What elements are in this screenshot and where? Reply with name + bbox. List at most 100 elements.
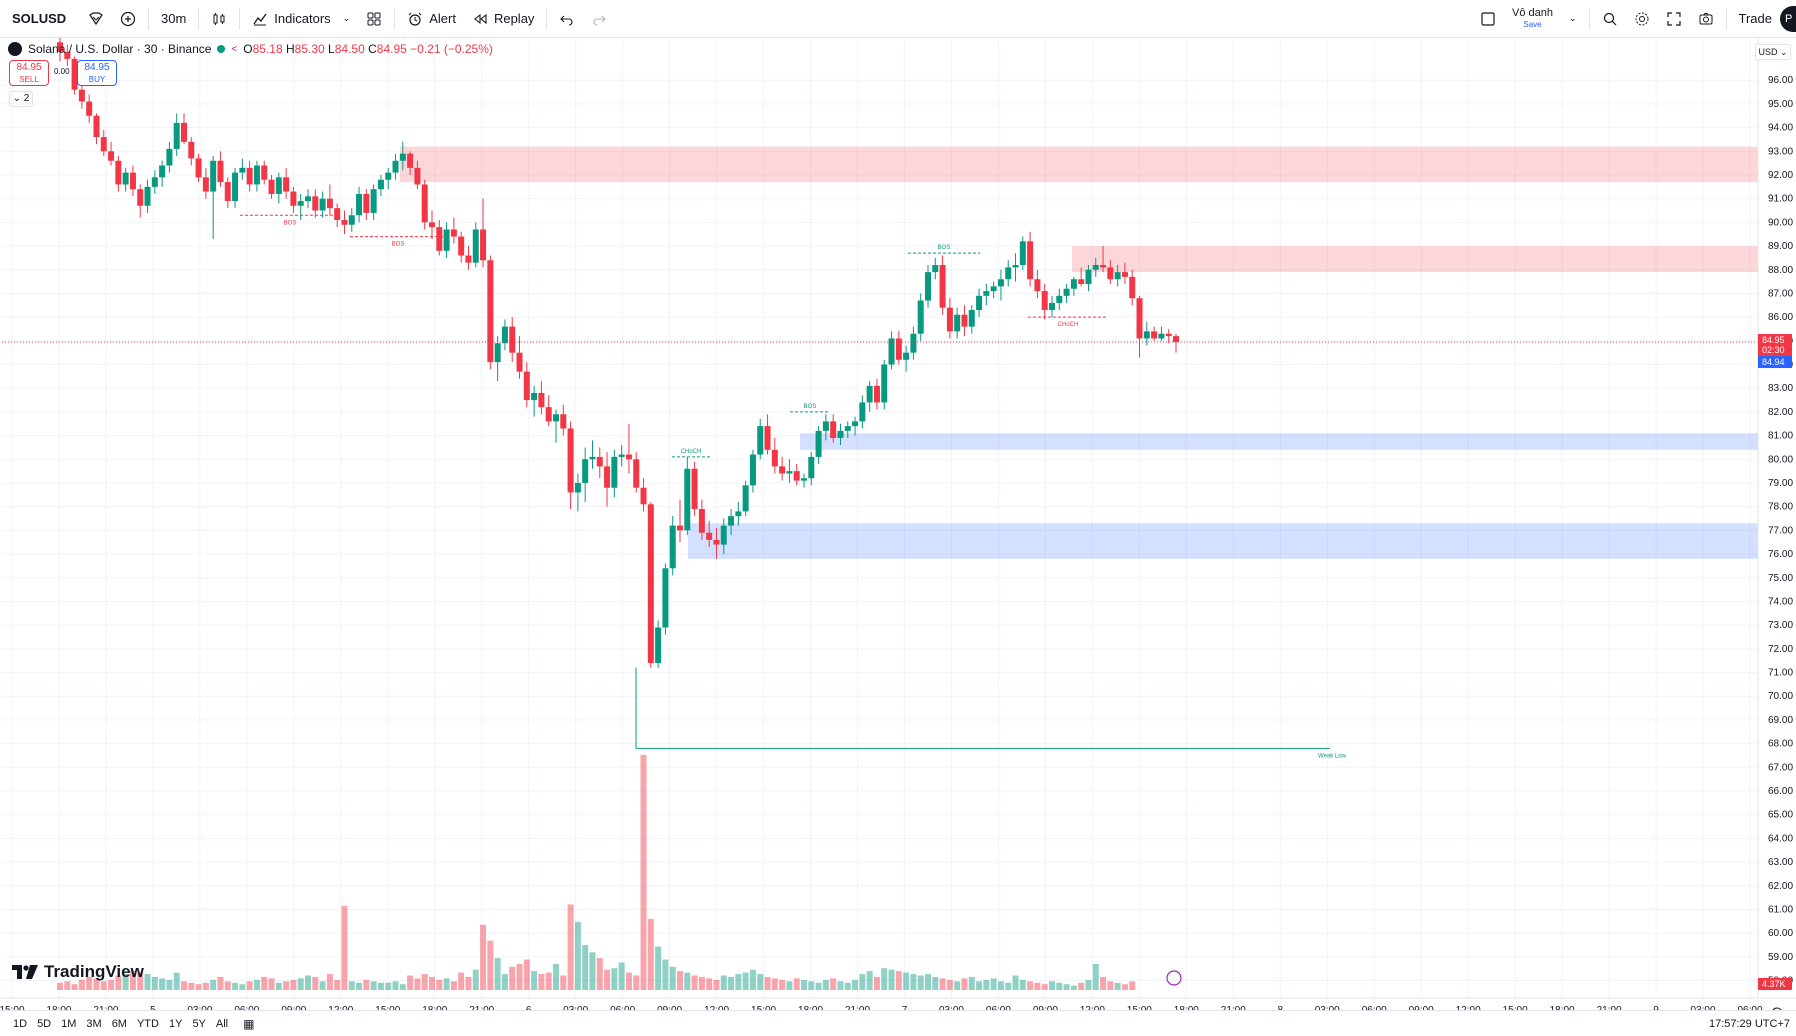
range-button-5y[interactable]: 5Y	[192, 1017, 206, 1030]
candle-body	[976, 295, 983, 311]
volume-bar	[487, 940, 494, 990]
candle-body	[421, 184, 428, 223]
volume-bar	[516, 963, 523, 990]
candle-body	[480, 229, 487, 261]
date-range-calendar-icon[interactable]: ▦	[243, 1016, 255, 1031]
quick-search-icon[interactable]	[1594, 5, 1626, 33]
volume-bar	[939, 978, 946, 990]
sell-button[interactable]: 84.95 SELL	[9, 60, 49, 86]
volume-bar	[443, 978, 450, 990]
volume-bar	[582, 945, 589, 990]
range-button-6m[interactable]: 6M	[111, 1017, 127, 1030]
candle-body	[151, 177, 158, 187]
indicators-collapse-button[interactable]: ⌄ 2	[9, 91, 33, 107]
layout-checkbox-icon[interactable]	[1472, 5, 1504, 33]
volume-bar	[122, 974, 129, 990]
collapse-count: 2	[23, 93, 30, 104]
candle-body	[268, 179, 275, 194]
volume-bar	[312, 976, 319, 990]
chart-area[interactable]: BOS BOS CHoCH BOS BOS CHoCH Weak Low 96.00 95.00…	[0, 38, 1796, 1036]
candle-body	[1070, 279, 1077, 289]
volume-bar	[574, 921, 581, 990]
range-button-1y[interactable]: 1Y	[168, 1017, 183, 1030]
volume-bar	[246, 981, 253, 990]
indicators-label: Indicators	[274, 11, 331, 26]
volume-bar	[749, 969, 756, 990]
chart-type-icon[interactable]	[203, 5, 235, 33]
clock[interactable]: 17:57:29 UTC+7	[1708, 1017, 1790, 1030]
volume-bar	[830, 978, 837, 990]
candle-body	[319, 198, 326, 211]
interval-selector[interactable]: 30m	[153, 5, 194, 33]
range-button-ytd[interactable]: YTD	[136, 1017, 159, 1030]
structure-label: BOS	[284, 220, 297, 226]
volume-bar	[1034, 982, 1041, 990]
candle-body	[100, 137, 107, 152]
price-chart[interactable]: BOS BOS CHoCH BOS BOS CHoCH Weak Low 96.00 95.00…	[0, 38, 1796, 1036]
candle-body	[1136, 298, 1143, 339]
volume-bar	[173, 972, 180, 990]
volume-bar	[633, 975, 640, 990]
price-tick-label: 69.00	[1768, 715, 1793, 726]
candle-body	[1114, 272, 1121, 280]
range-button-5d[interactable]: 5D	[37, 1017, 52, 1030]
candle-body	[633, 459, 640, 488]
price-tick-label: 96.00	[1768, 75, 1793, 86]
fullscreen-icon[interactable]	[1658, 5, 1690, 33]
volume-bar	[647, 918, 654, 990]
camera-icon[interactable]	[1690, 5, 1722, 33]
layouts-icon[interactable]	[358, 5, 390, 33]
share-icon[interactable]: <	[231, 43, 238, 55]
candle-body	[1005, 267, 1012, 280]
buy-button[interactable]: 84.95 BUY	[77, 60, 117, 86]
candle-body	[961, 314, 968, 327]
volume-bar	[399, 984, 406, 990]
alert-button[interactable]: Alert	[399, 5, 464, 33]
volume-bar	[392, 981, 399, 990]
range-button-1m[interactable]: 1M	[61, 1017, 77, 1030]
chevron-down-icon[interactable]: ⌄	[1568, 13, 1577, 23]
symbol-search[interactable]: SOLUSD	[4, 5, 80, 33]
candle-body	[655, 627, 662, 664]
currency-selector[interactable]: USD ⌄	[1755, 44, 1791, 60]
candle-body	[582, 459, 589, 483]
add-symbol-icon[interactable]	[112, 5, 144, 33]
candle-body	[122, 172, 129, 185]
chevron-down-icon[interactable]: ⌄	[342, 13, 351, 23]
candle-body	[246, 167, 253, 185]
volume-bar	[450, 981, 457, 990]
candle-body	[596, 456, 603, 467]
volume-bar	[801, 979, 807, 990]
volume-bar	[305, 975, 311, 990]
range-button-3m[interactable]: 3M	[86, 1017, 102, 1030]
candle-body	[210, 160, 217, 192]
candle-body	[188, 141, 195, 159]
undo-icon[interactable]	[551, 5, 583, 33]
candle-body	[523, 371, 530, 401]
profile-avatar[interactable]: P	[1780, 5, 1796, 32]
candle-body	[458, 236, 465, 256]
price-tick-label: 86.00	[1768, 312, 1793, 323]
replay-button[interactable]: Replay	[464, 5, 542, 33]
candle-body	[881, 364, 888, 403]
layout-name[interactable]: Vô danh Save	[1504, 5, 1561, 33]
range-button-all[interactable]: All	[215, 1017, 229, 1030]
candle-body	[516, 352, 523, 372]
price-tick-label: 66.00	[1768, 786, 1793, 797]
price-tick-label: 82.00	[1768, 407, 1793, 418]
volume-bar	[596, 958, 603, 990]
volume-value: 4.37K	[1762, 979, 1786, 989]
settings-gear-icon[interactable]	[1626, 5, 1658, 33]
candle-body	[925, 272, 931, 301]
redo-icon[interactable]	[583, 5, 615, 33]
volume-bar	[917, 975, 924, 990]
trade-button[interactable]: Trade	[1731, 5, 1780, 33]
candle-body	[895, 338, 902, 360]
watchlist-icon[interactable]	[80, 5, 112, 33]
indicators-button[interactable]: Indicators ⌄	[244, 5, 358, 33]
solana-logo-icon	[8, 42, 22, 56]
volume-tag	[1758, 978, 1792, 990]
range-button-1d[interactable]: 1D	[13, 1017, 28, 1030]
candle-body	[647, 504, 654, 664]
candle-body	[531, 392, 538, 401]
